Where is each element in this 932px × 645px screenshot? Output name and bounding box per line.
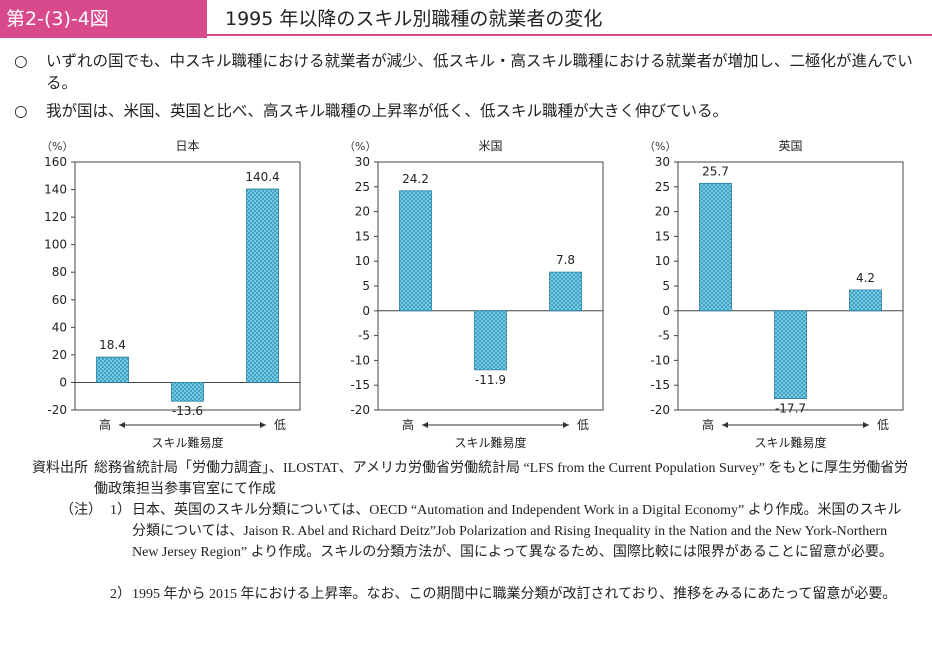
bullet-text: 我が国は、米国、英国と比べ、高スキル職種の上昇率が低く、低スキル職種が大きく伸び…	[46, 102, 729, 120]
y-tick-label: 100	[44, 238, 67, 252]
arrow-head-left	[422, 422, 428, 428]
chart-japan-svg: （%） 日本 -20 0 20 40 60 80 100 120 140 160 18.4 -13.6 14…	[41, 139, 301, 450]
bar-value-label: -11.9	[475, 373, 506, 387]
chart-title: 日本	[175, 139, 199, 153]
bar	[474, 310, 507, 371]
note-text: 1995 年から 2015 年における上昇率。なお、この期間中に職業分類が改訂さ…	[132, 587, 897, 602]
x-axis-title: スキル難易度	[454, 435, 526, 450]
y-tick-label: -10	[350, 353, 370, 367]
bar-value-label: 140.4	[245, 170, 279, 184]
chart-us-svg: （%） 米国 -20 -15 -10 -5 0 5 10 15 20 25 30 24.2 -11.9 7.8…	[344, 139, 604, 450]
arrow-head-right	[863, 422, 869, 428]
y-tick-label: 25	[355, 180, 370, 194]
x-axis-title: スキル難易度	[151, 435, 223, 450]
charts-area: （%） 日本 -20 0 20 40 60 80 100 120 140 160 18.4 -13.6 14…	[0, 130, 932, 450]
x-right-label: 低	[577, 418, 589, 432]
bar	[699, 182, 732, 312]
bar-value-label: 18.4	[99, 338, 126, 352]
arrow-head-left	[722, 422, 728, 428]
arrow-head-right	[563, 422, 569, 428]
x-left-label: 高	[702, 417, 714, 432]
y-tick-label: 160	[44, 155, 67, 169]
figure-title: 1995 年以降のスキル別職種の就業者の変化	[207, 0, 932, 36]
bar	[399, 190, 432, 312]
y-tick-label: 20	[52, 348, 67, 362]
note-number: 1）	[110, 503, 131, 518]
y-tick-label: 10	[355, 254, 370, 268]
bar-value-label: -13.6	[172, 404, 203, 418]
bar	[171, 382, 204, 402]
bar-value-label: 25.7	[702, 164, 729, 178]
chart-japan: （%） 日本 -20 0 20 40 60 80 100 120 140 160 18.4 -13.6 14…	[20, 130, 320, 450]
bar-value-label: 7.8	[556, 253, 575, 267]
y-tick-label: 140	[44, 183, 67, 197]
y-tick-label: 30	[355, 155, 370, 169]
y-tick-label: 15	[355, 229, 370, 243]
y-tick-label: 40	[52, 320, 67, 334]
bullet-mark: ○	[14, 52, 28, 70]
chart-uk: （%） 英国 -20 -15 -10 -5 0 5 10 15 20 25 30 25.7 -17.7 4.2…	[623, 130, 923, 450]
bar-value-label: -17.7	[775, 402, 806, 416]
y-tick-label: 15	[655, 229, 670, 243]
y-tick-label: 20	[655, 205, 670, 219]
plot-frame	[74, 161, 301, 411]
note-text: 日本、英国のスキル分類については、OECD “Automation and In…	[132, 503, 902, 560]
figure-header: 第2-(3)-4図 1995 年以降のスキル別職種の就業者の変化	[0, 0, 932, 38]
chart-us: （%） 米国 -20 -15 -10 -5 0 5 10 15 20 25 30 24.2 -11.9 7.8…	[323, 130, 623, 450]
y-tick-label: -15	[650, 378, 670, 392]
x-left-label: 高	[99, 417, 111, 432]
chart-uk-svg: （%） 英国 -20 -15 -10 -5 0 5 10 15 20 25 30 25.7 -17.7 4.2…	[644, 139, 904, 450]
y-tick-label: -5	[658, 329, 670, 343]
chart-title: 英国	[778, 139, 802, 153]
y-tick-label: -20	[350, 403, 370, 417]
x-axis-title: スキル難易度	[754, 435, 826, 450]
arrow-head-right	[260, 422, 266, 428]
y-tick-label: 60	[52, 293, 67, 307]
bar	[246, 188, 279, 383]
figure-number: 第2-(3)-4図	[0, 0, 207, 38]
y-tick-label: 0	[662, 304, 670, 318]
chart-title: 米国	[478, 139, 502, 153]
x-left-label: 高	[402, 417, 414, 432]
bullet-mark: ○	[14, 102, 28, 120]
y-tick-label: -15	[350, 378, 370, 392]
y-tick-label: -20	[650, 403, 670, 417]
bullet-text: いずれの国でも、中スキル職種における就業者が減少、低スキル・高スキル職種における…	[46, 52, 913, 92]
y-tick-label: 0	[59, 375, 67, 389]
y-tick-label: 80	[52, 265, 67, 279]
y-tick-label: 30	[655, 155, 670, 169]
y-unit-label: （%）	[344, 140, 376, 153]
y-tick-label: -10	[650, 353, 670, 367]
bar-value-label: 4.2	[856, 271, 875, 285]
y-tick-label: -5	[358, 329, 370, 343]
arrow-head-left	[119, 422, 125, 428]
bar	[774, 310, 807, 399]
bar	[96, 356, 129, 383]
y-tick-label: 5	[662, 279, 670, 293]
source-text: 総務省統計局「労働力調査」、ILOSTAT、アメリカ労働省労働統計局 “LFS …	[94, 461, 909, 497]
y-unit-label: （%）	[41, 140, 73, 153]
x-right-label: 低	[274, 418, 286, 432]
bar	[549, 271, 582, 312]
note-number: 2）	[110, 587, 131, 602]
bar-value-label: 24.2	[402, 172, 429, 186]
source-label: 資料出所	[32, 461, 88, 476]
y-tick-label: -20	[47, 403, 67, 417]
y-tick-label: 20	[355, 205, 370, 219]
notes-label: （注）	[60, 503, 102, 518]
y-tick-label: 0	[362, 304, 370, 318]
y-tick-label: 10	[655, 254, 670, 268]
y-tick-label: 25	[655, 180, 670, 194]
y-unit-label: （%）	[644, 140, 676, 153]
y-tick-label: 5	[362, 279, 370, 293]
bar	[849, 289, 882, 312]
y-tick-label: 120	[44, 210, 67, 224]
x-right-label: 低	[877, 418, 889, 432]
